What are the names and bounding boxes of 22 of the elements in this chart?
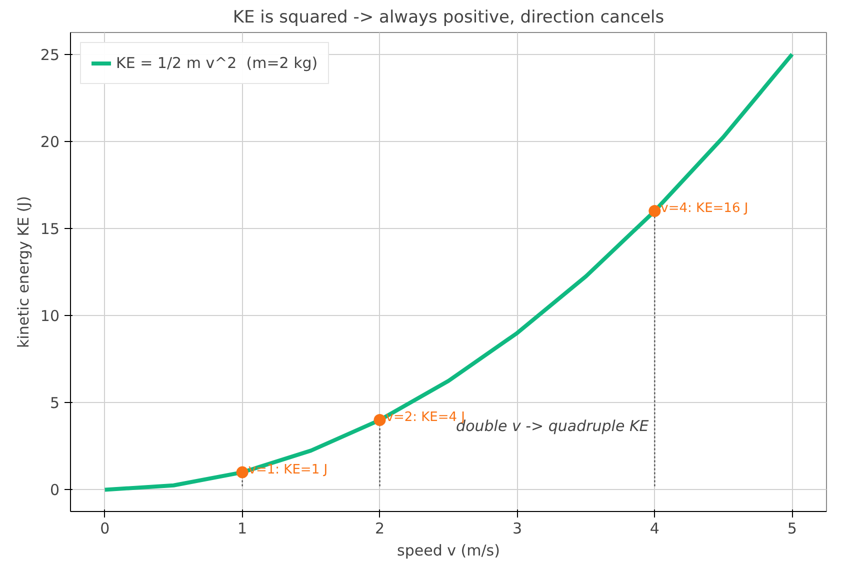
x-tick-label: 2 (375, 520, 385, 538)
y-tick-label: 20 (40, 132, 60, 151)
x-tick-label: 0 (100, 520, 110, 538)
y-tick-label: 5 (50, 394, 60, 412)
y-tick-label: 15 (40, 220, 60, 238)
point (648, 205, 661, 218)
chart-title: KE is squared -> always positive, direction cancels (232, 8, 664, 28)
legend-label: KE = 1/2 m v^2 (m=2 kg) (116, 54, 318, 72)
x-tick-label: 1 (238, 520, 248, 538)
y-tick-label: 0 (50, 481, 60, 500)
line-series (102, 52, 794, 492)
x-axis-title: speed v (m/s) (397, 542, 500, 560)
annotation: v=1: KE=1 J (248, 462, 328, 478)
y-axis-title: kinetic energy KE (J) (14, 196, 32, 348)
y-tick-label: 25 (40, 46, 60, 64)
point (374, 414, 386, 426)
x-tick-label: 4 (650, 520, 660, 538)
x-tick-label: 5 (787, 520, 797, 538)
y-tick-label: 10 (40, 307, 60, 326)
x-tick-label: 3 (512, 520, 522, 538)
annotation: v=4: KE=16 J (660, 201, 748, 216)
point (236, 466, 248, 478)
